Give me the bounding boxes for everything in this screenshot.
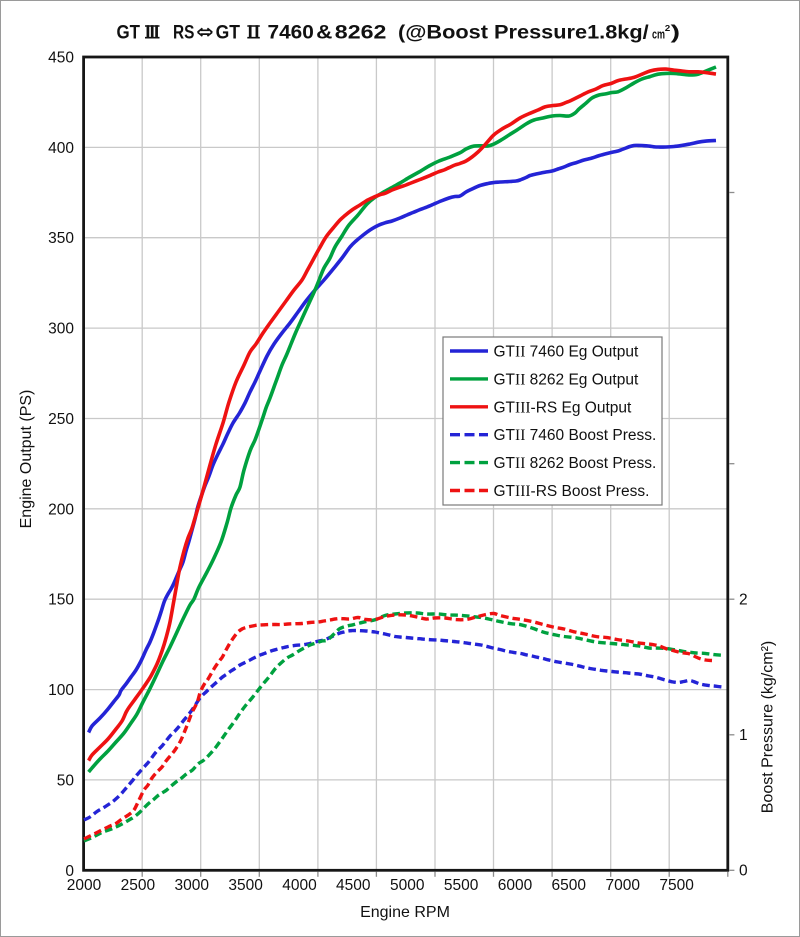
svg-text:&: &: [316, 23, 333, 44]
svg-text:4500: 4500: [336, 877, 371, 894]
svg-text:4000: 4000: [282, 877, 317, 894]
svg-text:2500: 2500: [121, 877, 156, 894]
svg-text:GTII 7460 Eg Output: GTII 7460 Eg Output: [494, 344, 639, 361]
svg-text:3500: 3500: [228, 877, 263, 894]
svg-text:cm: cm: [652, 27, 665, 41]
svg-text:3000: 3000: [174, 877, 209, 894]
svg-text:450: 450: [48, 50, 74, 67]
svg-text:5000: 5000: [390, 877, 425, 894]
svg-text:2000: 2000: [67, 877, 102, 894]
svg-text:2: 2: [739, 591, 748, 608]
svg-text:400: 400: [48, 140, 74, 157]
svg-text:GT: GT: [216, 23, 241, 44]
svg-text:Engine Output (PS): Engine Output (PS): [18, 390, 35, 529]
svg-text:7460: 7460: [268, 23, 314, 44]
svg-text:6500: 6500: [552, 877, 587, 894]
svg-text:): ): [671, 23, 680, 44]
svg-text:2: 2: [665, 23, 671, 33]
svg-text:GT: GT: [117, 23, 141, 44]
svg-text:300: 300: [48, 321, 74, 338]
svg-text:GTII 8262 Eg Output: GTII 8262 Eg Output: [494, 371, 639, 388]
svg-text:(@Boost Pressure1.8kg/: (@Boost Pressure1.8kg/: [398, 23, 650, 44]
svg-text:7000: 7000: [605, 877, 640, 894]
svg-text:200: 200: [48, 501, 74, 518]
svg-text:150: 150: [48, 592, 74, 609]
svg-text:50: 50: [57, 772, 75, 789]
svg-text:1: 1: [739, 727, 748, 744]
svg-text:7500: 7500: [659, 877, 694, 894]
svg-text:RS: RS: [173, 23, 194, 44]
svg-text:6000: 6000: [498, 877, 533, 894]
svg-text:350: 350: [48, 230, 74, 247]
svg-text:5500: 5500: [444, 877, 479, 894]
svg-text:GTII 8262 Boost Press.: GTII 8262 Boost Press.: [494, 455, 657, 472]
svg-text:GTIII-RS Boost Press.: GTIII-RS Boost Press.: [494, 483, 650, 500]
svg-text:Engine RPM: Engine RPM: [360, 904, 450, 921]
svg-text:250: 250: [48, 411, 74, 428]
svg-text:8262: 8262: [335, 23, 387, 44]
svg-text:GTIII-RS Eg Output: GTIII-RS Eg Output: [494, 399, 633, 416]
svg-text:0: 0: [739, 863, 748, 880]
svg-text:0: 0: [65, 863, 74, 880]
svg-text:100: 100: [48, 682, 74, 699]
svg-text:Boost Pressure (kg/cm²): Boost Pressure (kg/cm²): [760, 641, 777, 813]
svg-text:GTII 7460 Boost Press.: GTII 7460 Boost Press.: [494, 427, 657, 444]
